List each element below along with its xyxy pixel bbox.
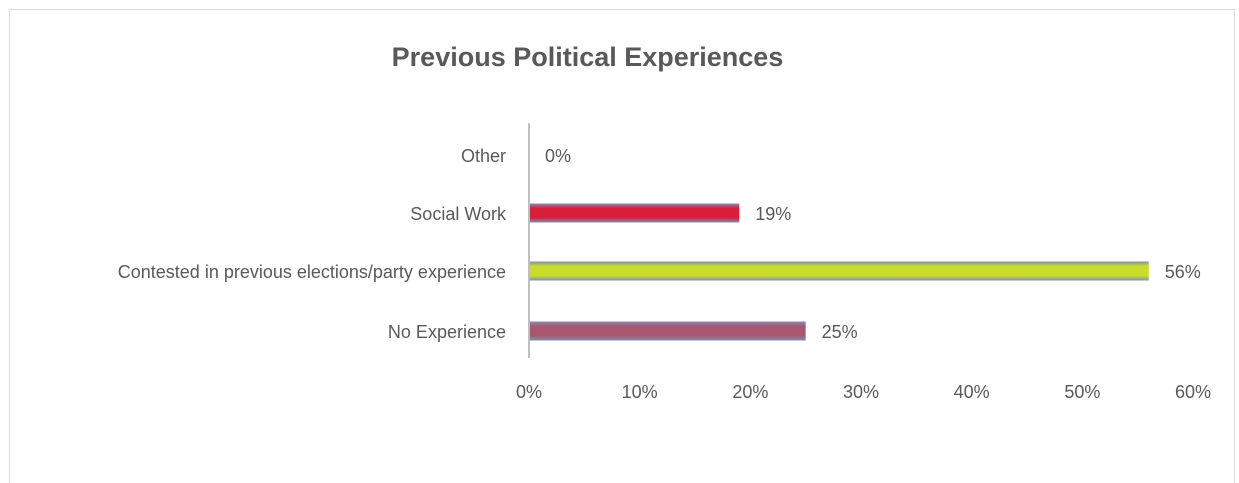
category-label: Social Work (410, 204, 507, 224)
x-tick-label: 20% (732, 382, 768, 402)
x-tick-label: 0% (516, 382, 542, 402)
chart-title: Previous Political Experiences (391, 42, 784, 72)
x-tick-label: 60% (1175, 382, 1211, 402)
x-tick-label: 30% (843, 382, 879, 402)
data-label: 25% (822, 322, 858, 342)
x-tick-label: 50% (1064, 382, 1100, 402)
x-tick-label: 10% (622, 382, 658, 402)
bar (530, 261, 1149, 281)
category-label: No Experience (388, 322, 506, 342)
bar (530, 203, 740, 223)
x-tick-label: 40% (954, 382, 990, 402)
data-label: 19% (755, 204, 791, 224)
chart-frame (9, 9, 1235, 483)
category-label: Other (461, 146, 506, 166)
data-label: 56% (1165, 262, 1201, 282)
bar (530, 321, 806, 341)
data-label: 0% (545, 146, 571, 166)
category-label: Contested in previous elections/party ex… (118, 262, 506, 282)
